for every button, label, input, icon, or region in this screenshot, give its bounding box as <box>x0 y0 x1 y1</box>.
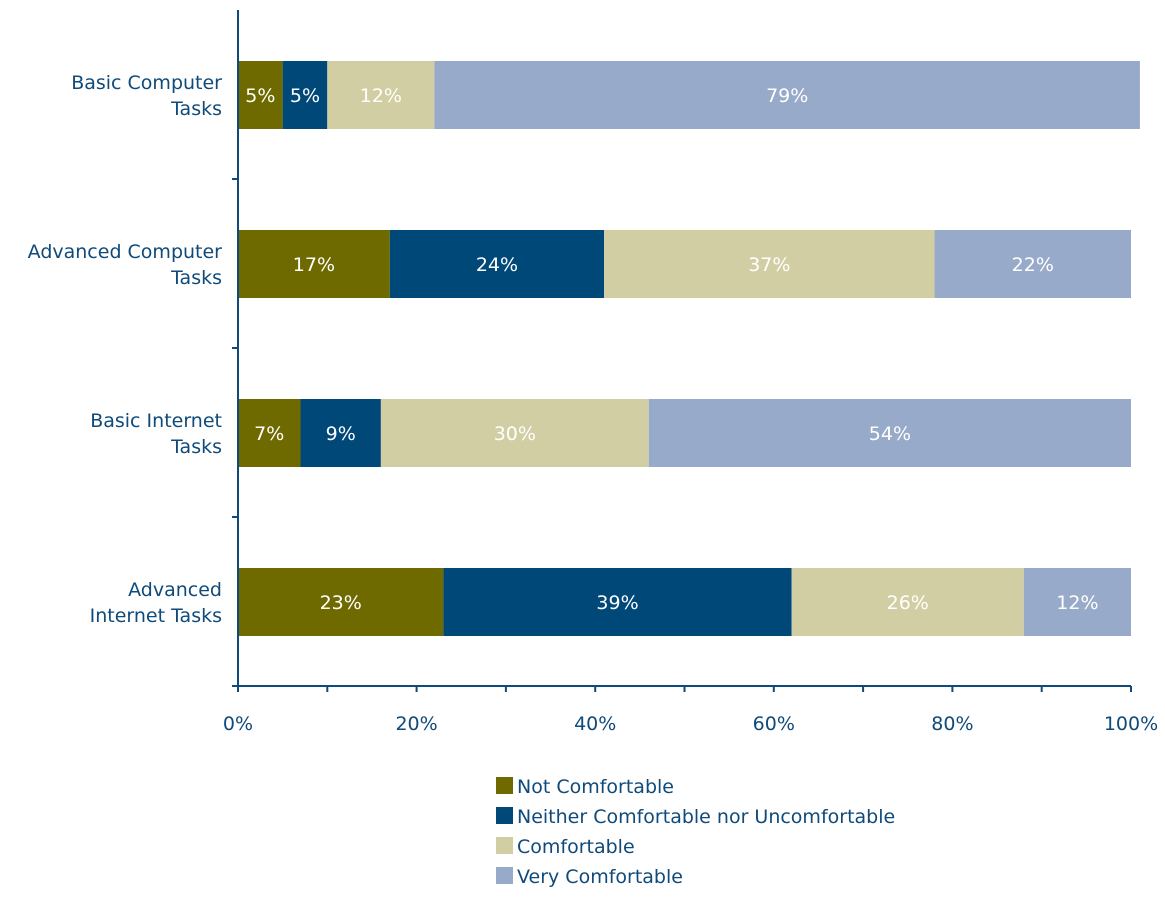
category-label: Tasks <box>170 267 222 289</box>
legend-swatch <box>496 777 513 794</box>
bar-segment <box>434 61 1140 129</box>
bar-value-label: 5% <box>245 85 275 107</box>
bar-segment <box>1023 568 1131 636</box>
category-label: Advanced <box>128 579 222 601</box>
bar-value-label: 54% <box>869 423 911 445</box>
bar-value-label: 12% <box>1056 592 1098 614</box>
category-labels-group: Basic Computer Tasks Advanced Computer Task… <box>28 72 223 627</box>
x-tick-label: 60% <box>753 713 795 735</box>
bar-segment <box>791 568 1024 636</box>
x-tick-label: 20% <box>395 713 437 735</box>
bar-segment <box>327 61 435 129</box>
bar-segment <box>380 399 649 467</box>
category-label: Tasks <box>170 436 222 458</box>
legend-swatch <box>496 807 513 824</box>
category-label: Internet Tasks <box>90 605 222 627</box>
bar-value-label: 26% <box>887 592 929 614</box>
category-label: Advanced Computer <box>28 241 223 263</box>
legend-swatch <box>496 837 513 854</box>
bar-value-label: 5% <box>290 85 320 107</box>
category-label: Basic Internet <box>90 410 222 432</box>
bar-value-label: 30% <box>494 423 536 445</box>
bar-value-label: 23% <box>320 592 362 614</box>
bar-segment <box>604 230 935 298</box>
bar-value-label: 37% <box>748 254 790 276</box>
bar-segment <box>238 61 283 129</box>
bar-segment <box>238 230 390 298</box>
bar-value-label: 9% <box>326 423 356 445</box>
bar-value-label: 7% <box>254 423 284 445</box>
legend-label: Comfortable <box>517 836 635 858</box>
bar-segment <box>238 568 444 636</box>
legend-label: Very Comfortable <box>517 866 683 888</box>
bar-segment <box>648 399 1131 467</box>
axes-group: 0% 20% 40% 60% 80% 100% <box>223 10 1158 735</box>
category-label: Tasks <box>170 98 222 120</box>
bar-segment <box>389 230 605 298</box>
bar-value-label: 17% <box>293 254 335 276</box>
bar-labels-group: 5% 5% 12% 79% 17% 24% 37% 22% 7% 9% 30% 54% 23% 39% 26… <box>245 85 1098 614</box>
x-tick-label: 40% <box>574 713 616 735</box>
x-tick-label: 80% <box>931 713 973 735</box>
legend: Not Comfortable Neither Comfortable nor U… <box>496 776 895 888</box>
bar-segment <box>443 568 792 636</box>
bar-segment <box>282 61 328 129</box>
bar-value-label: 39% <box>596 592 638 614</box>
bar-segment <box>934 230 1131 298</box>
legend-label: Not Comfortable <box>517 776 674 798</box>
category-label: Basic Computer <box>71 72 222 94</box>
x-tick-label: 0% <box>223 713 253 735</box>
legend-label: Neither Comfortable nor Uncomfortable <box>517 806 895 828</box>
bar-value-label: 24% <box>476 254 518 276</box>
x-tick-label: 100% <box>1104 713 1158 735</box>
bar-segment <box>238 399 301 467</box>
bar-value-label: 12% <box>360 85 402 107</box>
legend-swatch <box>496 867 513 884</box>
bar-segment <box>300 399 381 467</box>
bar-value-label: 22% <box>1012 254 1054 276</box>
bars-group <box>238 61 1140 636</box>
bar-value-label: 79% <box>766 85 808 107</box>
